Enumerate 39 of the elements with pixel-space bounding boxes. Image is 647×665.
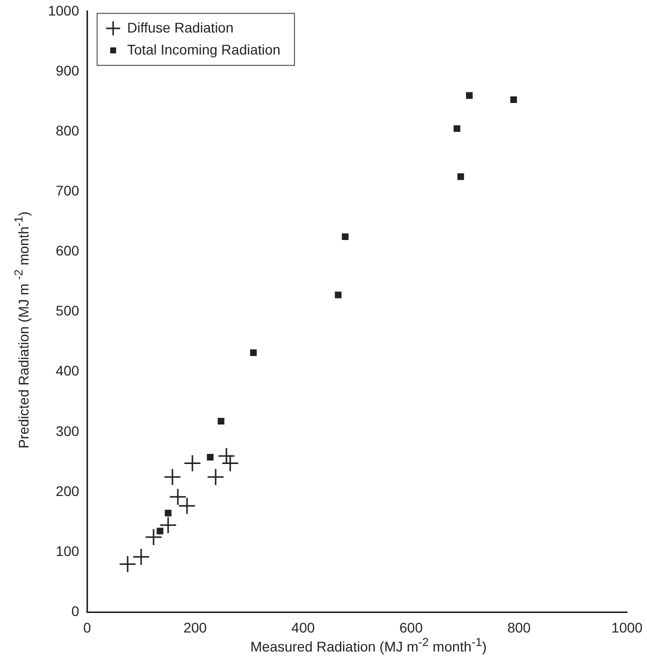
- point: [164, 468, 182, 486]
- point: [159, 516, 177, 534]
- point: [184, 454, 202, 472]
- point: [118, 555, 136, 573]
- y-tick-label: 200: [56, 482, 80, 499]
- point: [206, 454, 214, 461]
- legend-label: Total Incoming Radiation: [127, 41, 280, 58]
- x-tick-label: 400: [291, 619, 315, 636]
- y-tick-label: 0: [71, 603, 80, 620]
- point: [132, 548, 150, 566]
- point: [144, 528, 162, 546]
- x-tick-label: 200: [183, 619, 208, 636]
- y-tick-label: 100: [56, 542, 80, 559]
- y-tick-label: 700: [56, 182, 80, 198]
- x-tick-label: 1000: [611, 619, 643, 636]
- point: [457, 173, 464, 180]
- y-tick-label: 500: [56, 302, 80, 319]
- point: [250, 349, 257, 356]
- point: [466, 92, 473, 99]
- point: [342, 233, 349, 240]
- point: [221, 454, 239, 472]
- x-tick-label: 0: [83, 619, 92, 636]
- point: [334, 292, 342, 298]
- point: [510, 96, 517, 104]
- point: [206, 468, 224, 486]
- point: [454, 125, 460, 132]
- y-tick-label: 800: [56, 122, 80, 138]
- x-tick-label: 800: [507, 619, 531, 636]
- y-tick-label: 600: [56, 242, 80, 259]
- point: [218, 418, 224, 424]
- y-tick-label: 300: [56, 422, 80, 439]
- legend-label: Diffuse Radiation: [127, 19, 234, 36]
- y-tick-label: 900: [56, 62, 80, 78]
- x-tick-label: 600: [399, 619, 423, 636]
- y-tick-label: 400: [56, 362, 80, 379]
- x-axis-title: Measured Radiation (MJ m$^{-2}$ month$^{-1}$): [249, 636, 488, 655]
- y-tick-label: 1000: [48, 2, 80, 18]
- point: [164, 510, 172, 516]
- point: [156, 528, 164, 534]
